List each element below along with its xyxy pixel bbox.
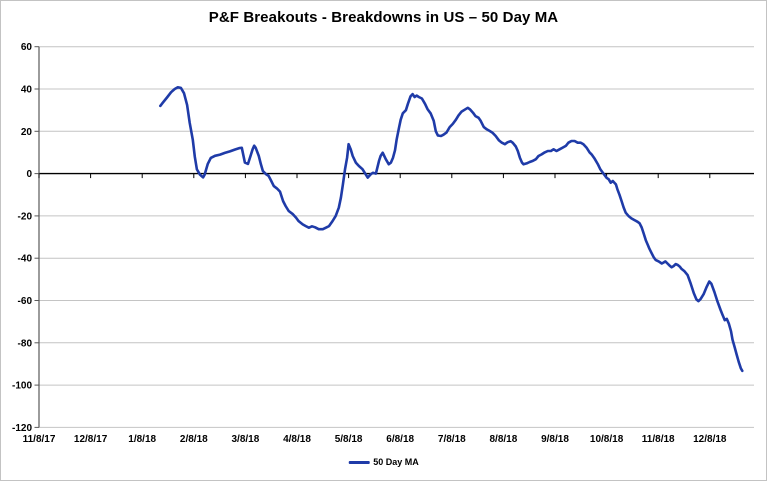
y-axis-label: 0	[26, 169, 32, 180]
y-axis-label: 20	[21, 127, 33, 138]
x-axis-label: 6/8/18	[386, 434, 414, 445]
y-axis-label: -20	[18, 211, 33, 222]
y-axis-label: 60	[21, 42, 33, 53]
legend-line-swatch	[348, 460, 370, 464]
x-axis-label: 12/8/17	[74, 434, 108, 445]
legend: 50 Day MA	[348, 457, 419, 467]
y-axis-label: -60	[18, 296, 33, 307]
x-axis-label: 8/8/18	[489, 434, 517, 445]
x-axis-label: 7/8/18	[438, 434, 466, 445]
x-axis-label: 11/8/17	[23, 434, 56, 445]
y-axis-label: -120	[12, 423, 32, 434]
x-axis-label: 4/8/18	[283, 434, 311, 445]
x-axis-label: 9/8/18	[541, 434, 569, 445]
chart-title: P&F Breakouts - Breakdowns in US – 50 Da…	[208, 9, 559, 26]
series-line-50-day-ma	[159, 86, 744, 373]
x-axis-label: 3/8/18	[231, 434, 259, 445]
x-axis-label: 12/8/18	[693, 434, 727, 445]
x-axis-label: 5/8/18	[335, 434, 363, 445]
y-axis-label: 40	[21, 85, 33, 96]
y-axis-label: -80	[18, 338, 33, 349]
y-axis-label: -100	[12, 381, 32, 392]
y-axis-label: -40	[18, 254, 33, 265]
x-axis-label: 2/8/18	[180, 434, 208, 445]
x-axis-label: 11/8/18	[642, 434, 675, 445]
legend-label: 50 Day MA	[373, 457, 419, 467]
x-axis-label: 10/8/18	[590, 434, 624, 445]
x-axis-label: 1/8/18	[128, 434, 156, 445]
